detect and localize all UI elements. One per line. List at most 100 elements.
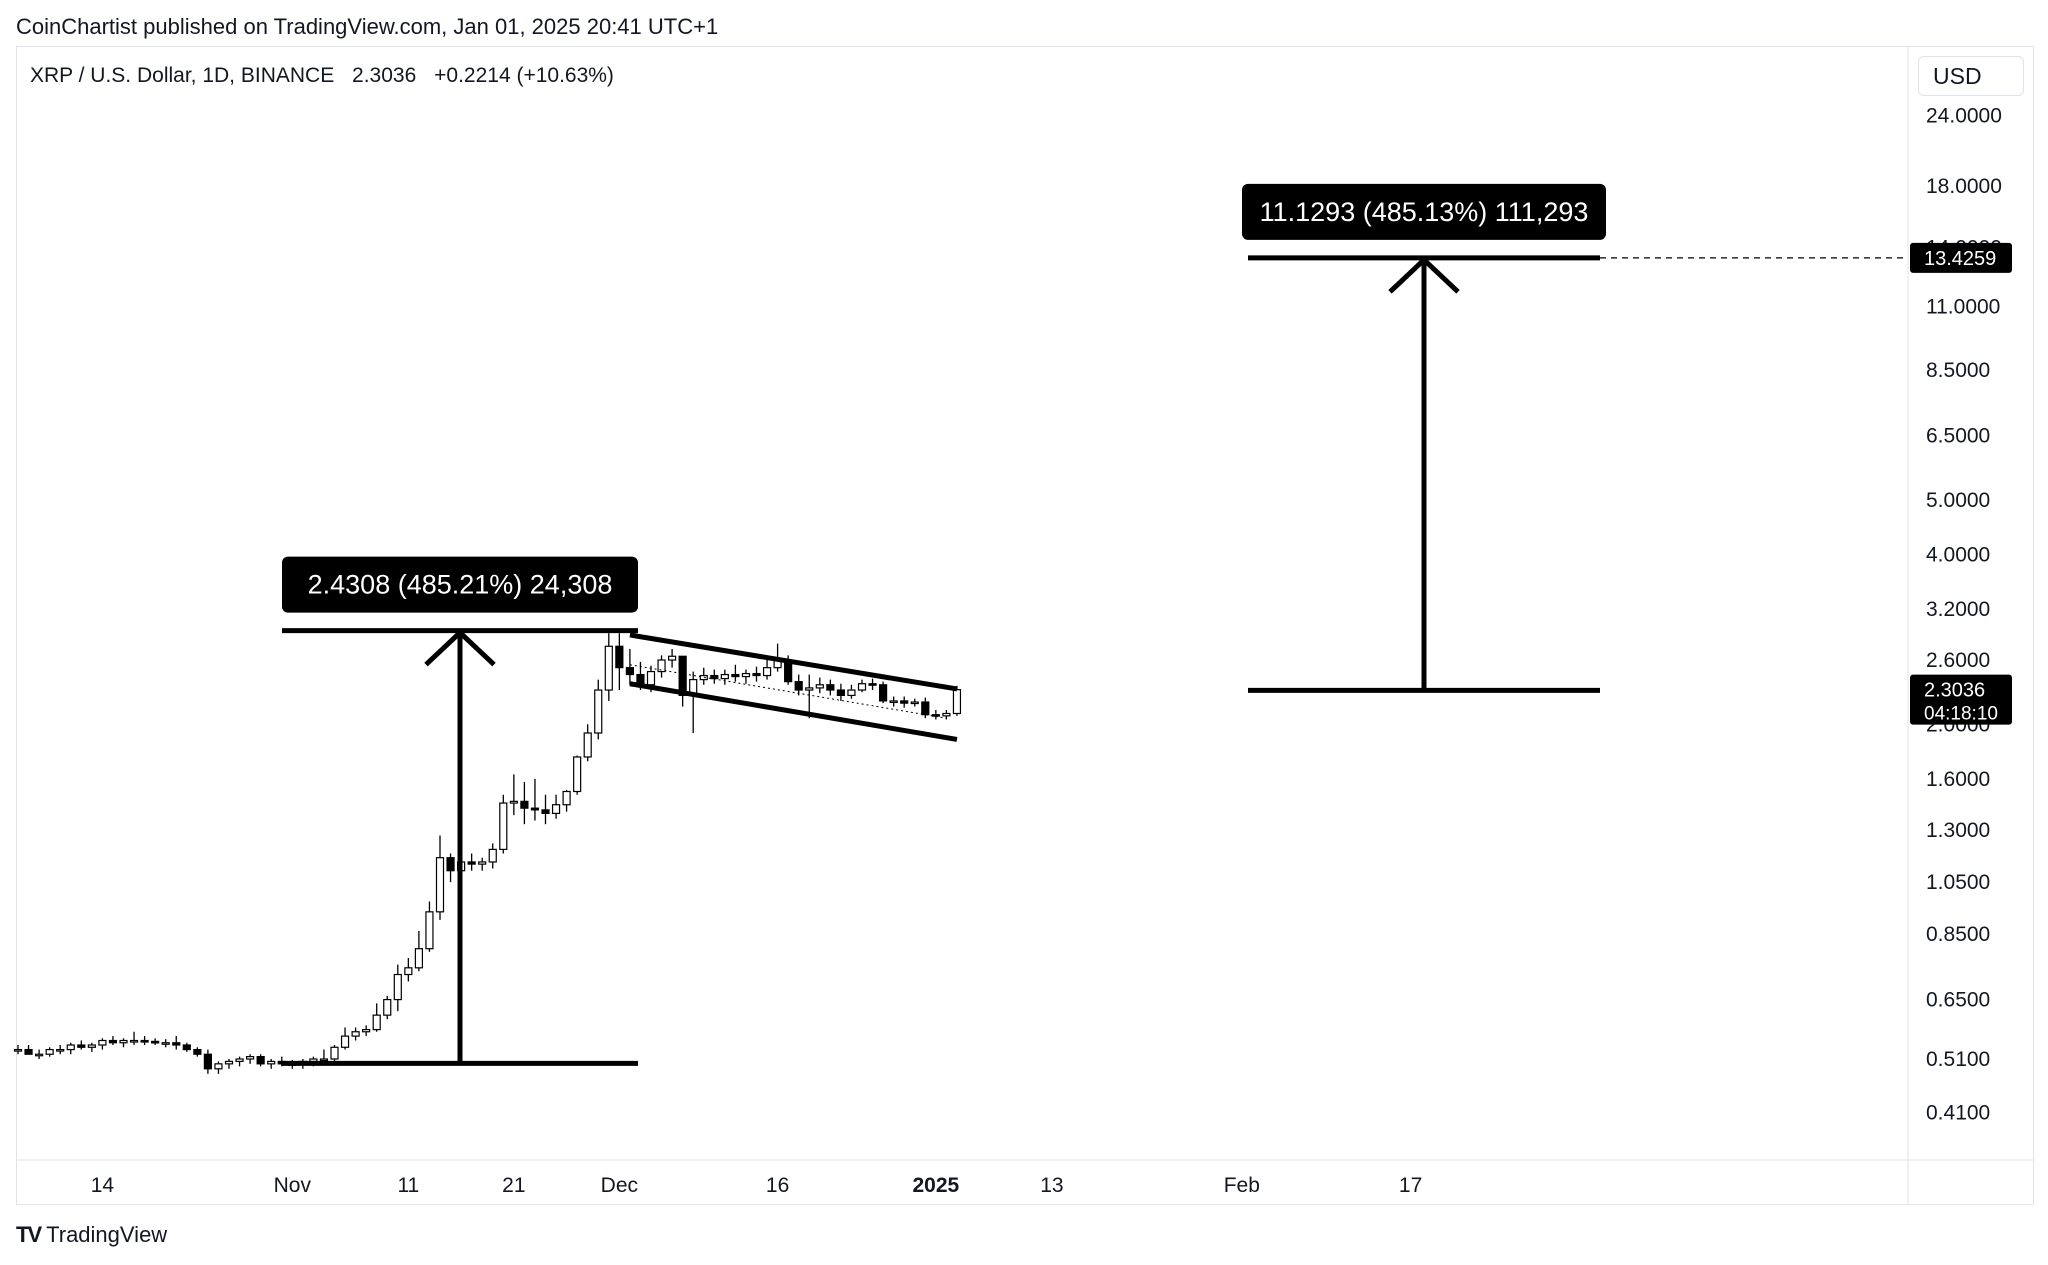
candle-up [87, 1044, 96, 1048]
measure-arrow-head [1388, 256, 1460, 294]
candle-up [551, 804, 561, 814]
candle-up [372, 1014, 381, 1031]
price-axis-label: 11.0000 [1926, 296, 2000, 319]
candle-up [235, 1058, 244, 1063]
price-axis-marker [1910, 674, 2012, 725]
candle-up [224, 1060, 234, 1065]
price-axis-label: 0.6500 [1926, 989, 1990, 1012]
candle-up [404, 967, 413, 976]
candle-down [172, 1042, 181, 1046]
price-axis-marker-text: 2.3036 [1924, 680, 1985, 702]
candle-up [66, 1044, 75, 1051]
candle-down [678, 655, 687, 697]
candle-down [615, 645, 624, 669]
candle-down [868, 683, 877, 686]
price-axis-label: 4.0000 [1926, 543, 1990, 566]
candle-up [488, 848, 497, 863]
price-axis-label: 24.0000 [1926, 105, 2002, 128]
candle-down [256, 1056, 265, 1065]
footer-brand[interactable]: TV TradingView [16, 1222, 167, 1248]
candle-up [741, 672, 751, 678]
candle-up [805, 687, 814, 691]
candle-up [362, 1029, 371, 1033]
currency-button[interactable]: USD [1918, 56, 2024, 96]
candle-up [267, 1060, 276, 1065]
measure-label-box [1242, 183, 1606, 240]
candle-up [657, 659, 666, 673]
price-axis-label: 1.3000 [1926, 819, 1990, 842]
candle-down [151, 1040, 160, 1044]
candle-up [351, 1031, 360, 1037]
candle-down [108, 1039, 118, 1044]
candle-up [646, 670, 656, 686]
candle-up [478, 861, 487, 865]
time-axis-label: Feb [1224, 1174, 1260, 1197]
channel-lower-line [629, 681, 958, 742]
price-axis-label: 0.5100 [1926, 1048, 1990, 1071]
channel-midline [629, 664, 947, 719]
price-axis-label: 5.0000 [1926, 489, 1990, 512]
candle-up [56, 1048, 65, 1052]
tradingview-logo-icon: TV [16, 1222, 42, 1247]
measure-label-text: 2.4308 (485.21%) 24,308 [308, 570, 613, 600]
price-axis-marker-text: 13.4259 [1924, 248, 1996, 270]
candle-down [731, 673, 740, 678]
candle-down [625, 667, 635, 676]
price-change: +0.2214 (+10.63%) [434, 64, 614, 87]
candle-down [836, 689, 846, 697]
measure-arrow-head [424, 629, 496, 667]
candle-up [847, 689, 856, 697]
candle-up [393, 973, 402, 1001]
candle-up [435, 857, 445, 913]
candle-down [193, 1048, 202, 1055]
candle-down [77, 1044, 86, 1048]
price-axis-label: 3.2000 [1926, 598, 1990, 621]
symbol-legend[interactable]: XRP / U.S. Dollar, 1D, BINANCE 2.3036 +0… [30, 64, 626, 88]
price-axis-label: 0.4100 [1926, 1101, 1990, 1124]
time-axis-label: 16 [766, 1174, 789, 1197]
candle-up [942, 712, 951, 717]
candle-up [119, 1039, 128, 1044]
candle-down [794, 681, 803, 691]
channel-upper-line [629, 632, 958, 692]
candle-up [13, 1048, 23, 1052]
candle-up [720, 673, 729, 680]
candle-down [826, 684, 835, 691]
symbol-name: XRP / U.S. Dollar, 1D, BINANCE [30, 64, 335, 87]
candle-down [182, 1044, 191, 1051]
candle-down [140, 1039, 149, 1043]
candle-up [98, 1039, 107, 1046]
candle-up [573, 756, 582, 793]
candle-up [319, 1058, 329, 1062]
candle-down [710, 674, 719, 680]
candle-up [246, 1056, 255, 1060]
brand-name: TradingView [46, 1222, 168, 1247]
time-axis-label: 2025 [912, 1174, 959, 1197]
candle-up [583, 732, 592, 758]
candle-up [425, 911, 434, 950]
candle-down [878, 684, 888, 702]
candle-down [530, 807, 540, 811]
candle-down [921, 701, 930, 716]
price-axis-label: 8.5000 [1926, 359, 1990, 382]
candle-up [889, 700, 898, 704]
candle-up [414, 948, 423, 969]
candle-up [857, 683, 867, 691]
candle-up [604, 645, 613, 691]
candle-down [24, 1048, 33, 1055]
last-price: 2.3036 [352, 64, 417, 87]
candle-up [214, 1063, 223, 1070]
candle-down [541, 809, 550, 814]
price-axis-label: 1.0500 [1926, 871, 1990, 894]
measure-label-text: 11.1293 (485.13%) 111,293 [1260, 197, 1589, 227]
candle-up [330, 1046, 339, 1060]
countdown-timer-text: 04:18:10 [1924, 704, 1998, 725]
time-axis-label: Dec [601, 1174, 638, 1197]
candle-up [594, 689, 603, 734]
measure-label-box [282, 556, 638, 613]
candle-down [752, 672, 761, 677]
candle-up [509, 800, 518, 804]
time-axis-label: Nov [274, 1174, 312, 1197]
time-axis-label: 14 [91, 1174, 115, 1197]
